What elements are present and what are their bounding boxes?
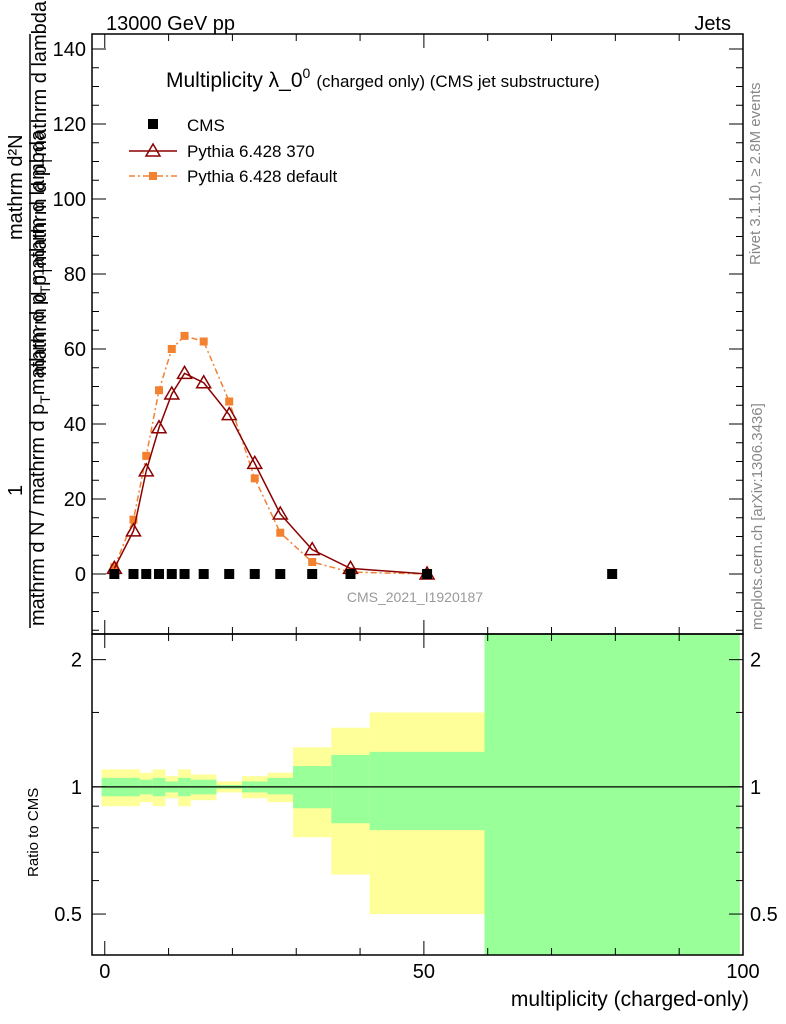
main-ytick-label: 60	[64, 339, 86, 361]
point-pythia-370	[303, 541, 321, 556]
legend-p370-label: Pythia 6.428 370	[187, 142, 315, 161]
point-cms	[141, 569, 152, 579]
ratio-ticks: 0.5 0.5 1 1 2 2 0 50 100	[54, 634, 778, 983]
point-pythia-default	[250, 474, 259, 483]
main-ytick-label: 0	[75, 564, 86, 586]
svg-text:mathrm d N / mathrm d pTmathrm: mathrm d N / mathrm d pTmathrm d pTmathr…	[27, 129, 53, 626]
point-cms	[198, 569, 209, 579]
point-cms	[128, 569, 139, 579]
point-cms	[307, 569, 318, 579]
header-energy: 13000 GeV pp	[106, 13, 235, 35]
point-pythia-370	[137, 462, 155, 477]
series-pythia-370-line	[113, 372, 428, 575]
analysis-watermark: CMS_2021_I1920187	[347, 589, 483, 605]
ylabel-den-sub2: T	[39, 156, 55, 165]
xtick-label: 50	[413, 961, 435, 983]
ratio-band-inner	[331, 754, 370, 824]
point-cms	[422, 569, 433, 579]
point-cms	[166, 569, 177, 579]
point-cms	[109, 569, 120, 579]
point-cms	[607, 569, 618, 579]
series-pythia-default-line	[113, 335, 428, 575]
ylabel-low-c: mathrm d lambda	[27, 129, 49, 285]
title-sup: 0	[303, 65, 311, 81]
xtick-label: 0	[99, 961, 110, 983]
ratio-band-inner	[369, 751, 485, 831]
point-pythia-370	[246, 454, 264, 470]
main-ylabel: mathrm d²N mathrm d pTmathrm d pTmathrm …	[5, 0, 55, 628]
ratio-ytick-label-right: 2	[750, 650, 761, 672]
ratio-bands	[92, 634, 743, 955]
point-pythia-370	[176, 364, 193, 380]
point-cms	[154, 569, 165, 579]
main-ytick-label: 140	[53, 39, 86, 61]
main-ytick-label: 20	[64, 489, 86, 511]
point-pythia-default	[129, 515, 138, 524]
main-series	[106, 331, 618, 580]
point-cms	[224, 569, 235, 579]
main-ytick-label: 40	[64, 414, 86, 436]
point-pythia-default	[167, 345, 176, 353]
point-pythia-370	[195, 374, 212, 389]
legend-cms-label: CMS	[187, 116, 225, 135]
mcplots-label: mcplots.cern.ch [arXiv:1306.3436]	[749, 403, 766, 630]
point-pythia-default	[180, 331, 189, 340]
main-ytick-label: 100	[53, 189, 86, 211]
x-axis-label: multiplicity (charged-only)	[511, 988, 749, 1011]
point-pythia-default	[155, 386, 164, 395]
legend: CMS Pythia 6.428 370 Pythia 6.428 defaul…	[129, 116, 338, 186]
ratio-ytick-label-right: 1	[750, 777, 761, 799]
legend-pdef-marker	[149, 172, 157, 180]
ylabel-one: 1	[5, 485, 27, 496]
point-pythia-default	[276, 528, 285, 537]
ylabel-den-c: mathrm d lambda	[29, 0, 51, 156]
ylabel-den-a: mathrm d p	[29, 275, 51, 376]
point-pythia-default	[199, 337, 208, 346]
ylabel-lower: mathrm d N / mathrm d pTmathrm d pTmathr…	[27, 129, 53, 626]
ratio-ytick-label-right: 0.5	[750, 904, 778, 926]
rivet-label: Rivet 3.1.10, ≥ 2.8M events	[747, 83, 764, 266]
point-pythia-370	[271, 505, 289, 520]
ratio-band-inner	[267, 777, 294, 795]
point-cms	[249, 569, 260, 579]
main-ytick-label: 120	[53, 114, 86, 136]
legend-cms-marker	[148, 119, 158, 129]
point-pythia-370	[220, 406, 238, 421]
ratio-ylabel: Ratio to CMS	[25, 788, 42, 877]
ylabel-numerator: mathrm d²N	[5, 134, 27, 240]
main-ytick-label: 80	[64, 264, 86, 286]
ylabel-den-b: mathrm d p	[29, 165, 51, 266]
ylabel-low-b: mathrm d p	[27, 294, 49, 395]
point-pythia-default	[308, 558, 317, 566]
ratio-band-inner	[484, 634, 740, 955]
xtick-label: 100	[726, 961, 759, 983]
ratio-frame	[91, 633, 744, 956]
header-jets: Jets	[694, 13, 731, 35]
point-pythia-370	[125, 522, 142, 537]
title-small: (charged only) (CMS jet substructure)	[316, 72, 599, 91]
legend-pdef-label: Pythia 6.428 default	[187, 167, 338, 186]
main-title: Multiplicity λ_00 (charged only) (CMS jet…	[166, 65, 600, 92]
point-pythia-370	[150, 419, 168, 434]
legend-p370-marker	[144, 142, 162, 157]
ratio-ytick-label: 0.5	[54, 904, 82, 926]
point-cms	[345, 569, 356, 579]
svg-text:mathrm d pTmathrm d pTmathrm d: mathrm d pTmathrm d pTmathrm d lambda	[29, 0, 55, 376]
ratio-ytick-label: 1	[71, 777, 82, 799]
title-main: Multiplicity λ_0	[166, 69, 303, 92]
point-pythia-default	[142, 451, 151, 460]
ylabel-low-sub2: T	[37, 285, 53, 294]
ylabel-low-sub1: T	[37, 395, 53, 404]
main-ticks: 0 20 40 60 80 100 120 140	[53, 34, 744, 634]
ratio-ytick-label: 2	[71, 650, 82, 672]
point-pythia-default	[225, 397, 234, 406]
ylabel-low-a: mathrm d N / mathrm d p	[27, 404, 49, 626]
point-cms	[179, 569, 190, 579]
point-cms	[275, 569, 286, 579]
ylabel-den-sub1: T	[39, 266, 55, 275]
ylabel-denominator: mathrm d pTmathrm d pTmathrm d lambda	[29, 0, 55, 376]
point-pythia-370	[163, 385, 181, 400]
